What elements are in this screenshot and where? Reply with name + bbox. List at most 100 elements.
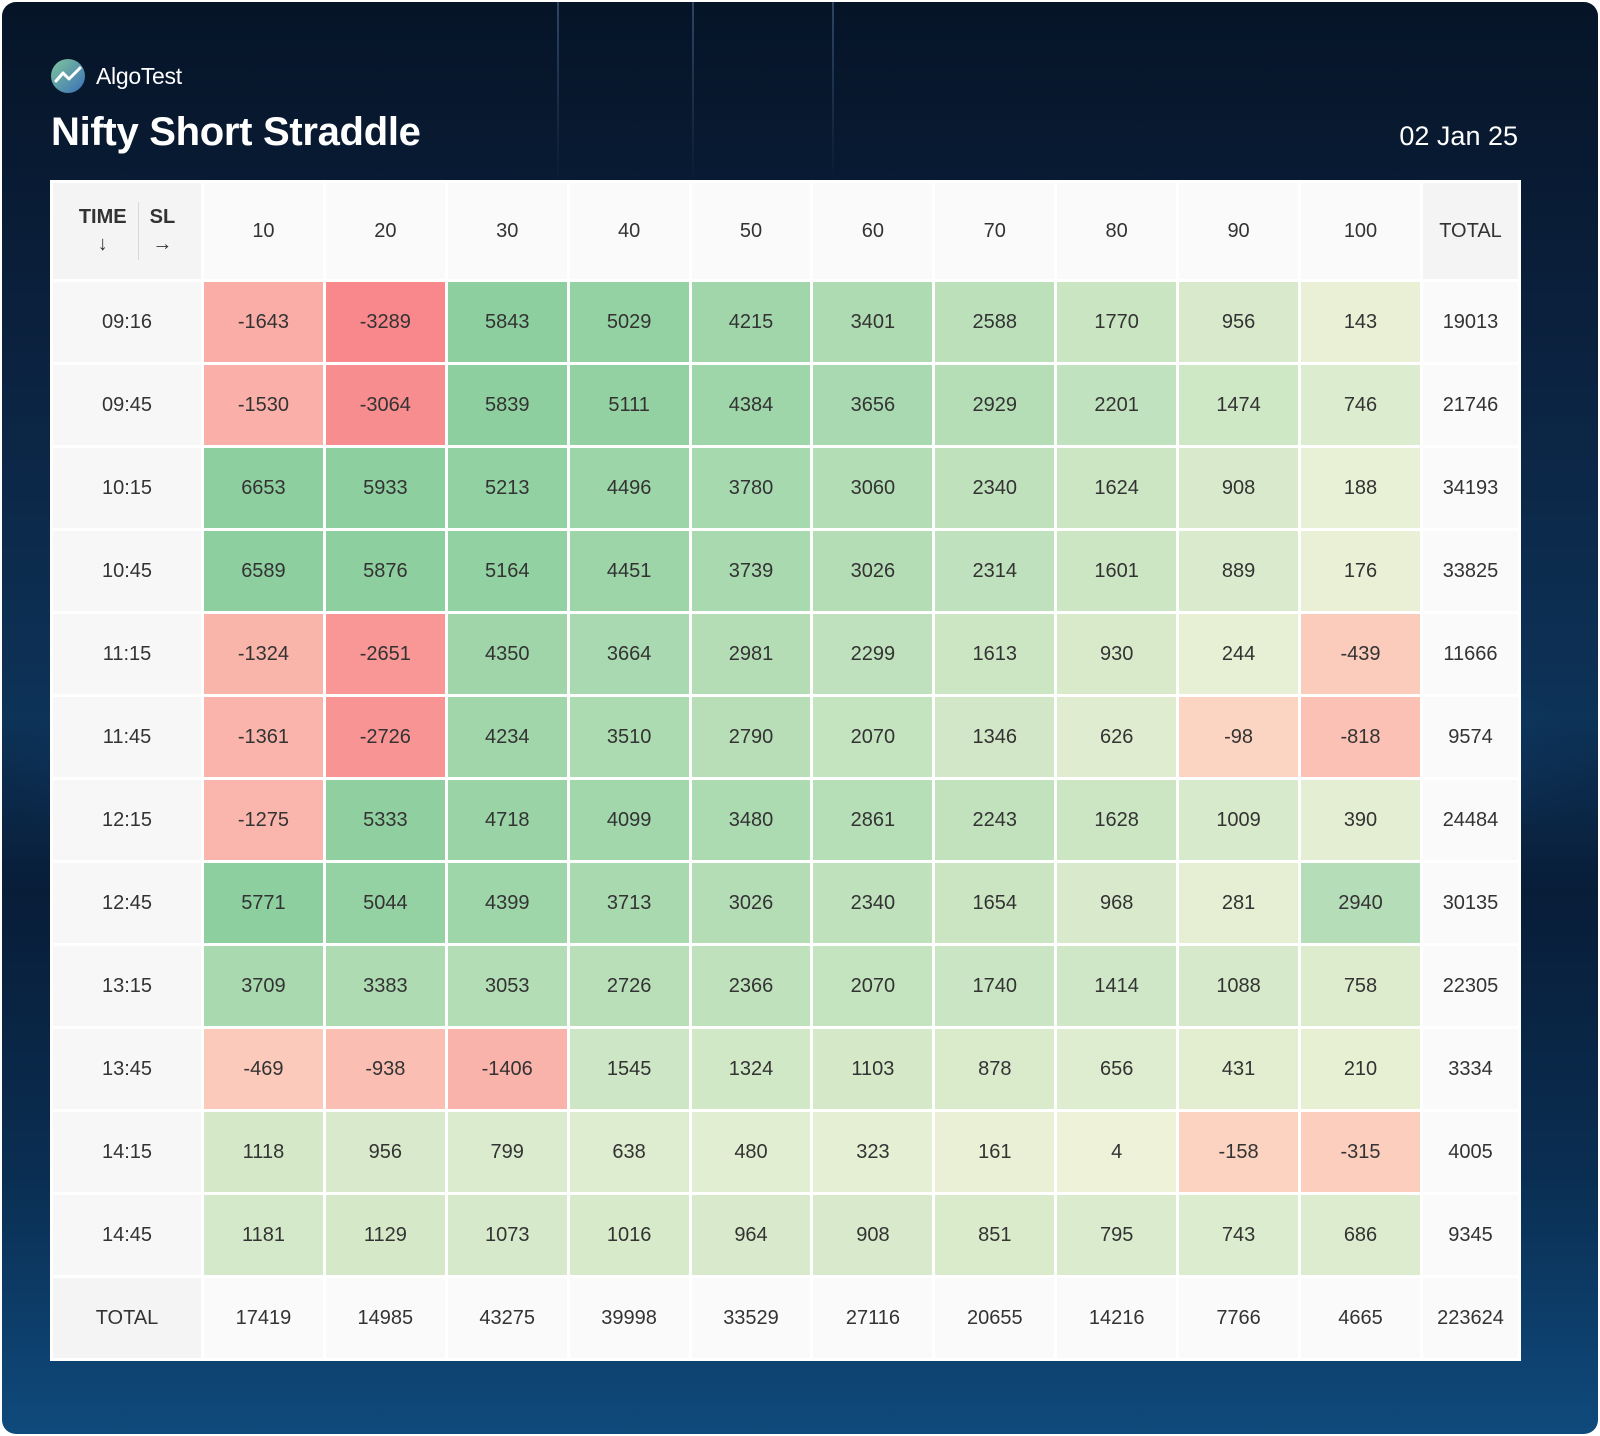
pnl-cell: 743: [1179, 1195, 1299, 1275]
pnl-cell: -1643: [204, 282, 323, 362]
pnl-cell: 758: [1301, 946, 1420, 1026]
pnl-cell: -1275: [204, 780, 323, 860]
row-header-time: 09:45: [53, 365, 201, 445]
pnl-cell: 5933: [325, 448, 445, 528]
table-row: 11:45 -1361 -2726 4234 3510 2790 2070 1346 626 -9…: [53, 697, 1518, 777]
pnl-cell: 4451: [569, 531, 689, 611]
table-row: 09:16 -1643 -3289 5843 5029 4215 3401 2588 1770 9…: [53, 282, 1518, 362]
background-streak: [557, 2, 559, 182]
pnl-cell: 3510: [569, 697, 689, 777]
pnl-cell: 626: [1057, 697, 1177, 777]
row-total-cell: 24484: [1423, 780, 1518, 860]
table-row: 12:45 5771 5044 4399 3713 3026 2340 1654 968 281 2…: [53, 863, 1518, 943]
column-total-cell: 17419: [204, 1278, 323, 1358]
brand-name: AlgoTest: [96, 62, 182, 89]
pnl-cell: 4: [1057, 1112, 1177, 1192]
pnl-cell: -98: [1179, 697, 1299, 777]
pnl-cell: 956: [1179, 282, 1299, 362]
pnl-cell: 4718: [447, 780, 567, 860]
pnl-cell: -1406: [447, 1029, 567, 1109]
pnl-cell: -818: [1301, 697, 1420, 777]
column-total-cell: 20655: [935, 1278, 1055, 1358]
pnl-cell: 4496: [569, 448, 689, 528]
row-header-total: TOTAL: [53, 1278, 201, 1358]
totals-row: TOTAL 17419 14985 43275 39998 33529 27116 2065…: [53, 1278, 1518, 1358]
column-total-cell: 14985: [325, 1278, 445, 1358]
header-row: TIME ↓ SL → 10 20 30 40: [53, 183, 1518, 279]
pnl-cell: 2929: [935, 365, 1055, 445]
row-header-time: 13:15: [53, 946, 201, 1026]
pnl-cell: 2726: [569, 946, 689, 1026]
column-total-cell: 43275: [447, 1278, 567, 1358]
pnl-cell: 1414: [1057, 946, 1177, 1026]
row-total-cell: 9345: [1423, 1195, 1518, 1275]
pnl-cell: 1073: [447, 1195, 567, 1275]
column-total-cell: 27116: [813, 1278, 933, 1358]
pnl-cell: 1118: [204, 1112, 323, 1192]
pnl-cell: 4234: [447, 697, 567, 777]
pnl-cell: 908: [1179, 448, 1299, 528]
pnl-cell: 2299: [813, 614, 933, 694]
column-header-sl: 40: [569, 183, 689, 279]
column-header-sl: 50: [691, 183, 811, 279]
row-total-cell: 19013: [1423, 282, 1518, 362]
pnl-cell: 1324: [691, 1029, 811, 1109]
pnl-cell: 4350: [447, 614, 567, 694]
pnl-cell: 930: [1057, 614, 1177, 694]
pnl-cell: 964: [691, 1195, 811, 1275]
pnl-cell: 1474: [1179, 365, 1299, 445]
pnl-cell: 1770: [1057, 282, 1177, 362]
pnl-cell: 2243: [935, 780, 1055, 860]
pnl-cell: 6589: [204, 531, 323, 611]
pnl-cell: -3289: [325, 282, 445, 362]
grand-total-cell: 223624: [1423, 1278, 1518, 1358]
table-row: 11:15 -1324 -2651 4350 3664 2981 2299 1613 930 24…: [53, 614, 1518, 694]
pnl-cell: 4399: [447, 863, 567, 943]
pnl-cell: 686: [1301, 1195, 1420, 1275]
arrow-right-icon: →: [152, 233, 173, 255]
pnl-cell: -2651: [325, 614, 445, 694]
pnl-cell: 1088: [1179, 946, 1299, 1026]
pnl-cell: 2070: [813, 697, 933, 777]
pnl-cell: 431: [1179, 1029, 1299, 1109]
row-header-time: 13:45: [53, 1029, 201, 1109]
row-header-time: 09:16: [53, 282, 201, 362]
column-header-sl: 60: [813, 183, 933, 279]
pnl-cell: 5029: [569, 282, 689, 362]
pnl-cell: 2314: [935, 531, 1055, 611]
pnl-cell: 1545: [569, 1029, 689, 1109]
row-total-cell: 33825: [1423, 531, 1518, 611]
pnl-heatmap-table: TIME ↓ SL → 10 20 30 40: [50, 180, 1521, 1361]
pnl-cell: 210: [1301, 1029, 1420, 1109]
pnl-cell: 2201: [1057, 365, 1177, 445]
row-header-time: 11:15: [53, 614, 201, 694]
pnl-cell: 244: [1179, 614, 1299, 694]
row-total-cell: 34193: [1423, 448, 1518, 528]
pnl-cell: 3383: [325, 946, 445, 1026]
pnl-cell: 1613: [935, 614, 1055, 694]
table-row: 14:45 1181 1129 1073 1016 964 908 851 795 743 686 9…: [53, 1195, 1518, 1275]
pnl-cell: -1530: [204, 365, 323, 445]
pnl-cell: 3060: [813, 448, 933, 528]
pnl-cell: 3713: [569, 863, 689, 943]
row-total-cell: 4005: [1423, 1112, 1518, 1192]
table-row: 09:45 -1530 -3064 5839 5111 4384 3656 2929 2201 1…: [53, 365, 1518, 445]
row-total-cell: 11666: [1423, 614, 1518, 694]
pnl-table-container: TIME ↓ SL → 10 20 30 40: [50, 180, 1521, 1361]
pnl-cell: 176: [1301, 531, 1420, 611]
arrow-down-icon: ↓: [97, 233, 108, 255]
pnl-cell: 161: [935, 1112, 1055, 1192]
algotest-logo-icon: [51, 59, 85, 93]
pnl-cell: 5044: [325, 863, 445, 943]
row-header-time: 14:45: [53, 1195, 201, 1275]
row-header-time: 11:45: [53, 697, 201, 777]
pnl-cell: -469: [204, 1029, 323, 1109]
report-date: 02 Jan 25: [1399, 121, 1518, 151]
table-row: 10:15 6653 5933 5213 4496 3780 3060 2340 1624 908…: [53, 448, 1518, 528]
pnl-cell: 3053: [447, 946, 567, 1026]
table-row: 14:15 1118 956 799 638 480 323 161 4 -158 -315 4005: [53, 1112, 1518, 1192]
row-header-time: 12:15: [53, 780, 201, 860]
row-header-time: 10:15: [53, 448, 201, 528]
column-header-sl: 10: [204, 183, 323, 279]
pnl-cell: 799: [447, 1112, 567, 1192]
